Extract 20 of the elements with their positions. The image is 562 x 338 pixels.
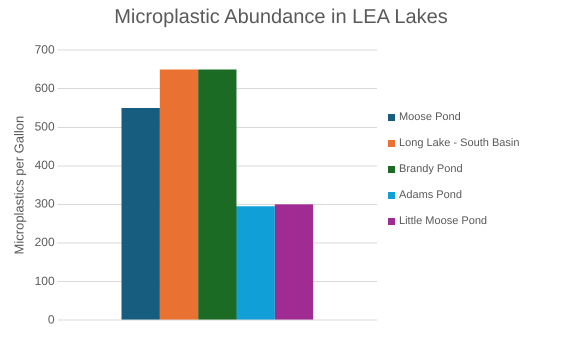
legend-label: Moose Pond <box>399 111 461 123</box>
y-tick-label: 300 <box>34 196 55 211</box>
y-tick-label: 200 <box>34 235 55 250</box>
chart-title: Microplastic Abundance in LEA Lakes <box>113 6 449 29</box>
y-tick-label: 400 <box>34 158 55 172</box>
legend-label: Brandy Pond <box>399 163 463 175</box>
y-tick-label: 500 <box>34 120 55 134</box>
y-tick-label: 700 <box>34 42 55 57</box>
legend-label: Little Moose Pond <box>399 215 488 227</box>
y-axis-title: Microplastics per Gallon <box>11 116 26 254</box>
bar <box>236 206 275 320</box>
y-tick-label: 600 <box>34 81 55 96</box>
bar <box>198 69 236 320</box>
legend-label: Long Lake - South Basin <box>399 137 520 149</box>
bar <box>274 204 314 320</box>
legend-label: Adams Pond <box>399 189 462 201</box>
bar <box>160 69 198 320</box>
y-tick-label: 0 <box>48 312 55 326</box>
y-tick-label: 100 <box>34 274 55 288</box>
bar <box>121 108 160 320</box>
